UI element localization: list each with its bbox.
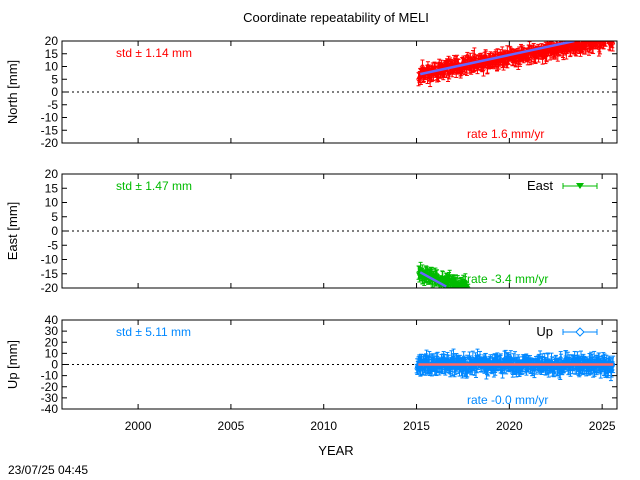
north-data-point	[610, 35, 613, 38]
east-legend-symbol	[562, 183, 598, 189]
north-data-point	[608, 36, 611, 39]
north-data-point	[607, 36, 610, 39]
east-y-tick-label: -5	[47, 238, 58, 252]
east-y-tick-label: 5	[51, 210, 58, 224]
timestamp: 23/07/25 04:45	[8, 463, 88, 477]
north-data-point	[600, 37, 603, 40]
up-y-tick-label: 10	[45, 346, 59, 360]
north-data-point	[596, 35, 599, 38]
x-tick-label: 2025	[589, 419, 616, 433]
north-y-tick-label: -10	[41, 111, 59, 125]
east-data-points	[416, 261, 471, 292]
north-data-point	[603, 37, 606, 40]
up-legend-symbol	[562, 327, 598, 337]
east-y-tick-label: -15	[41, 267, 59, 281]
east-y-tick-label: -10	[41, 253, 59, 267]
north-fit-line	[419, 41, 575, 76]
east-data-point	[466, 285, 471, 288]
north-data-point	[605, 34, 608, 37]
up-y-tick-label: -40	[41, 402, 59, 416]
x-tick-label: 2000	[125, 419, 152, 433]
north-y-tick-label: 10	[45, 60, 59, 74]
north-y-tick-label: 15	[45, 47, 59, 61]
up-y-axis-label: Up [mm]	[5, 340, 20, 389]
north-data-point	[604, 41, 607, 42]
east-y-tick-label: 0	[51, 224, 58, 238]
up-std-label: std ± 5.11 mm	[116, 325, 191, 339]
x-axis-label: YEAR	[318, 443, 353, 458]
up-y-tick-label: -30	[41, 391, 59, 405]
east-data-point	[466, 287, 469, 288]
north-y-tick-label: 0	[51, 85, 58, 99]
east-data-point	[454, 286, 459, 288]
x-tick-label: 2015	[403, 419, 430, 433]
up-y-tick-label: 40	[45, 313, 59, 327]
north-data-point	[604, 32, 607, 35]
x-tick-label: 2005	[218, 419, 245, 433]
north-data-point	[607, 35, 610, 38]
up-plot-frame	[61, 319, 618, 410]
up-y-tick-label: 30	[45, 324, 59, 338]
north-data-point	[606, 34, 609, 37]
east-y-axis-label: East [mm]	[5, 202, 20, 261]
east-y-tick-label: 10	[45, 196, 59, 210]
north-data-point	[610, 41, 613, 42]
x-tick-label: 2010	[310, 419, 337, 433]
north-y-tick-label: -5	[47, 98, 58, 112]
east-legend-label: East	[527, 178, 553, 193]
north-data-point	[599, 37, 602, 40]
north-data-point	[600, 37, 603, 40]
up-y-tick-label: -20	[41, 380, 59, 394]
x-tick-label: 2020	[496, 419, 523, 433]
north-data-point	[606, 34, 609, 37]
north-y-tick-label: -20	[41, 136, 59, 150]
east-fit-line	[419, 271, 447, 288]
north-y-tick-label: 5	[51, 72, 58, 86]
north-data-point	[586, 34, 589, 37]
north-data-point	[594, 37, 597, 40]
north-y-axis-label: North [mm]	[5, 60, 20, 124]
north-data-point	[611, 34, 614, 37]
north-std-label: std ± 1.14 mm	[116, 46, 192, 60]
chart-title: Coordinate repeatability of MELI	[243, 10, 429, 25]
east-plot-frame	[61, 173, 618, 289]
north-data-point	[604, 37, 607, 40]
east-std-label: std ± 1.47 mm	[116, 179, 192, 193]
east-data-point	[457, 287, 460, 288]
up-rate-label: rate -0.0 mm/yr	[467, 393, 548, 407]
north-plot-frame	[61, 40, 618, 144]
north-data-point	[595, 41, 599, 42]
east-y-tick-label: -20	[41, 281, 59, 295]
north-data-point	[465, 53, 470, 59]
east-y-tick-label: 15	[45, 181, 59, 195]
east-rate-label: rate -3.4 mm/yr	[467, 272, 548, 286]
north-y-tick-label: 20	[45, 34, 59, 48]
east-data-point	[466, 289, 469, 292]
up-legend-label: Up	[536, 324, 553, 339]
north-y-tick-label: -15	[41, 123, 59, 137]
up-y-tick-label: -10	[41, 369, 59, 383]
north-data-points	[416, 32, 616, 88]
east-y-tick-label: 20	[45, 167, 59, 181]
north-rate-label: rate 1.6 mm/yr	[467, 127, 544, 141]
up-y-tick-label: 0	[51, 358, 58, 372]
up-y-tick-label: 20	[45, 335, 59, 349]
north-data-point	[425, 64, 431, 69]
